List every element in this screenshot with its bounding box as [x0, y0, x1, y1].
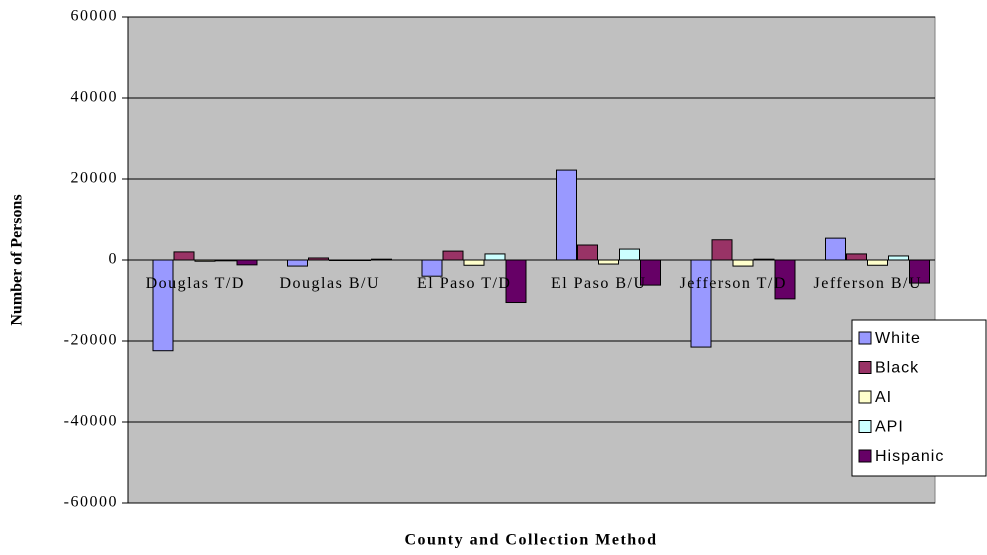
bar [888, 255, 909, 261]
bar [774, 259, 796, 300]
bar [463, 259, 485, 266]
legend-swatch [858, 420, 872, 433]
legend-swatch [858, 361, 872, 374]
bar [442, 250, 464, 261]
y-tick-label: 40000 [71, 89, 119, 106]
legend-label: White [875, 330, 921, 347]
y-tick-label: 20000 [71, 170, 119, 187]
bar [194, 259, 216, 262]
bar [152, 259, 174, 352]
x-axis-title: County and Collection Method [404, 532, 657, 549]
x-tick-label: Douglas T/D [145, 275, 245, 292]
x-tick-label: Douglas B/U [279, 275, 380, 292]
y-tick-label: -60000 [64, 494, 118, 511]
bar [732, 259, 754, 267]
x-tick-label: El Paso B/U [550, 275, 647, 292]
bar [846, 253, 867, 261]
bar [640, 259, 661, 286]
x-tick-label: Jefferson T/D [679, 275, 787, 292]
legend-label: Black [875, 360, 919, 377]
bar [753, 258, 775, 261]
bar [215, 259, 237, 262]
legend-label: Hispanic [875, 448, 944, 465]
bar [909, 259, 930, 284]
bar [598, 259, 619, 265]
x-tick-label: El Paso T/D [417, 275, 512, 292]
y-axis-title: Number of Persons [9, 194, 26, 325]
bar [505, 259, 527, 304]
x-tick-label: Jefferson B/U [813, 275, 923, 292]
bar [484, 253, 506, 261]
bar [421, 259, 443, 277]
legend-label: AI [875, 389, 892, 406]
bar [236, 259, 258, 266]
legend-swatch [858, 331, 872, 345]
legend-swatch [858, 390, 872, 404]
legend-label: API [875, 419, 904, 436]
y-tick-label: 0 [109, 251, 119, 268]
bar [350, 259, 371, 261]
bar [308, 257, 329, 261]
bar [371, 258, 392, 261]
legend-swatch [858, 449, 872, 463]
bar [867, 259, 888, 266]
y-tick-label: 60000 [71, 8, 119, 25]
bar [577, 244, 598, 261]
bar [690, 259, 712, 348]
bar [825, 237, 846, 261]
bar [329, 259, 350, 261]
y-tick-label: -40000 [64, 413, 118, 430]
bar [556, 169, 577, 261]
bar [711, 239, 733, 261]
y-tick-label: -20000 [64, 332, 118, 349]
bar [619, 248, 640, 261]
bar [173, 251, 195, 261]
bar [287, 259, 308, 267]
legend-box [851, 319, 987, 477]
